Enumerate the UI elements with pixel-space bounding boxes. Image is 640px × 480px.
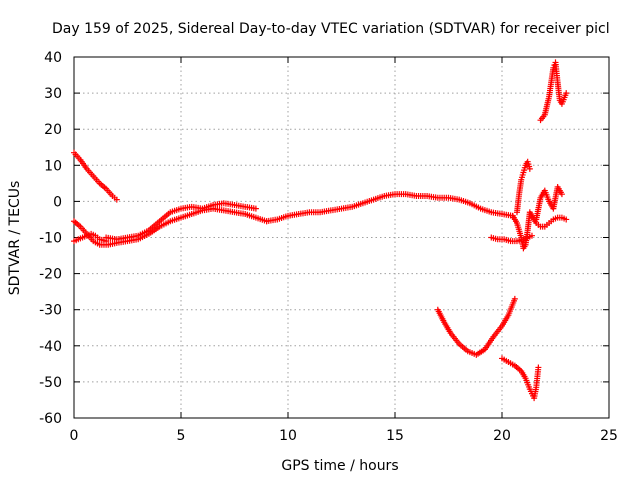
series-track-4 bbox=[103, 200, 259, 243]
series-track-9 bbox=[533, 183, 565, 223]
data-point bbox=[526, 165, 533, 172]
y-tick-label: 40 bbox=[44, 50, 62, 66]
y-tick-label: -30 bbox=[39, 303, 62, 319]
data-point bbox=[563, 216, 570, 223]
series-track-3 bbox=[71, 205, 270, 248]
series-track-12 bbox=[537, 59, 570, 124]
x-tick-label: 20 bbox=[493, 428, 511, 444]
y-tick-label: -60 bbox=[39, 411, 62, 427]
series-track-5 bbox=[263, 191, 516, 225]
x-tick-label: 15 bbox=[386, 428, 404, 444]
y-tick-label: 0 bbox=[53, 194, 62, 210]
y-tick-label: -40 bbox=[39, 339, 62, 355]
series-track-8 bbox=[513, 158, 533, 216]
y-tick-label: 10 bbox=[44, 158, 62, 174]
y-axis-label: SDTVAR / TECUs bbox=[7, 181, 23, 296]
data-point bbox=[528, 232, 535, 239]
data-points bbox=[71, 59, 570, 402]
y-tick-label: -20 bbox=[39, 267, 62, 283]
data-point bbox=[511, 295, 518, 302]
y-tick-label: 30 bbox=[44, 86, 62, 102]
y-tick-label: 20 bbox=[44, 122, 62, 138]
data-point bbox=[113, 196, 120, 203]
x-tick-label: 5 bbox=[177, 428, 186, 444]
data-point bbox=[558, 191, 565, 198]
y-tick-label: -10 bbox=[39, 231, 62, 247]
chart-title: Day 159 of 2025, Sidereal Day-to-day VTE… bbox=[52, 21, 610, 37]
series-track-1 bbox=[71, 149, 120, 203]
x-axis-label: GPS time / hours bbox=[281, 458, 398, 474]
x-tick-label: 0 bbox=[70, 428, 79, 444]
data-point bbox=[550, 64, 557, 71]
y-tick-label: -50 bbox=[39, 375, 62, 391]
series-track-6 bbox=[488, 232, 535, 245]
series-track-10 bbox=[434, 295, 518, 358]
x-tick-label: 25 bbox=[600, 428, 618, 444]
series-track-7 bbox=[509, 209, 570, 252]
series-track-11 bbox=[499, 355, 542, 402]
x-tick-label: 10 bbox=[279, 428, 297, 444]
axis-ticks: 0 5 10 15 20 25 -60 -50 -40 -30 -20 -10 0 10 20 30 40 bbox=[39, 50, 618, 444]
data-point bbox=[535, 364, 542, 371]
data-point bbox=[563, 90, 570, 97]
data-point bbox=[252, 205, 259, 212]
